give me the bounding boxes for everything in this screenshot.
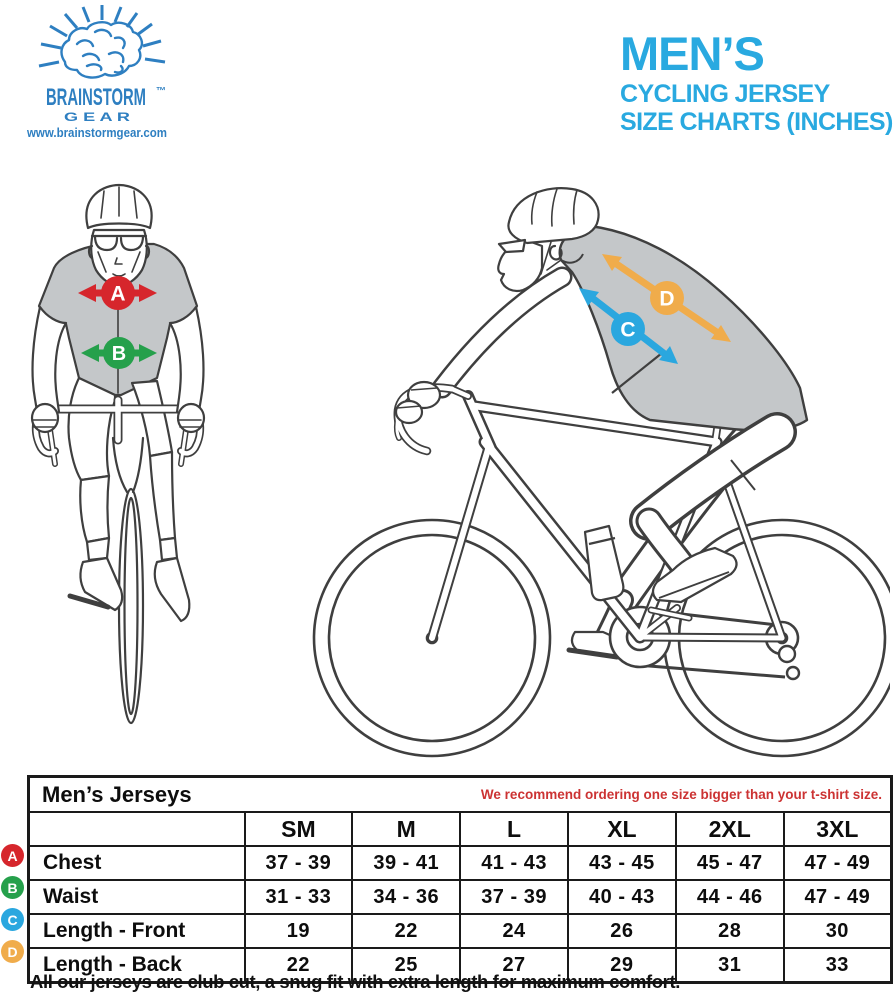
fit-description-note: All our jerseys are club cut, a snug fit… (30, 971, 680, 992)
cell-value: 31 - 33 (243, 879, 354, 915)
side-rider-near-leg (629, 412, 797, 604)
cell-value: 37 - 39 (459, 879, 569, 915)
table-row-waist: Waist 31 - 33 34 - 36 37 - 39 40 - 43 44… (27, 879, 893, 915)
waist-arrow-icon: B (81, 337, 157, 369)
cell-value: 37 - 39 (243, 845, 354, 881)
side-bike-frame-icon (427, 390, 787, 644)
size-column-header: 3XL (782, 811, 893, 847)
sunglasses-icon (90, 234, 148, 252)
logo-sub-wordmark: G E A R (64, 110, 131, 124)
water-bottle-icon (583, 524, 625, 602)
cell-value: 22 (243, 947, 354, 984)
table-row-length-back: Length - Back 22 25 27 29 31 33 (27, 947, 893, 984)
size-chart-table-wrap: Men’s Jerseys We recommend ordering one … (27, 775, 893, 984)
side-rider-head (497, 187, 600, 293)
helmet-icon (507, 187, 600, 245)
front-rider-arms (30, 305, 206, 434)
logo-wordmark: BRAINSTORM (46, 84, 146, 111)
front-rider-head (85, 183, 153, 288)
table-title: Men’s Jerseys (42, 781, 192, 807)
side-rider-jersey (558, 224, 809, 432)
length-back-arrow-icon: D (602, 254, 731, 342)
size-column-header: M (351, 811, 462, 847)
cell-value: 31 (674, 947, 785, 984)
length-front-arrow-icon: C (579, 288, 678, 364)
sunglasses-icon (497, 238, 527, 254)
waist-row-badge: B (1, 876, 24, 899)
logo-website-text: www.brainstormgear.com (26, 125, 167, 140)
chest-arrow-icon: A (78, 276, 157, 310)
cell-value: 27 (459, 947, 569, 984)
page-title-line3: SIZE CHARTS (INCHES) (620, 107, 893, 136)
cell-value: 45 - 47 (674, 845, 785, 881)
front-bike-handlebar-icon (31, 395, 205, 467)
page-title-line2: CYCLING JERSEY (620, 79, 830, 108)
page-title-line1: MEN’S (620, 27, 765, 80)
size-column-header: XL (566, 811, 677, 847)
page-title: MEN’S CYCLING JERSEY SIZE CHARTS (INCHES… (620, 27, 896, 136)
length-front-row-badge: C (1, 908, 24, 931)
cell-value: 43 - 45 (566, 845, 677, 881)
size-header-row: SM M L XL 2XL 3XL (27, 811, 893, 847)
cell-value: 26 (566, 913, 677, 949)
table-row-chest: Chest 37 - 39 39 - 41 41 - 43 43 - 45 45… (27, 845, 893, 881)
svg-text:B: B (112, 343, 126, 365)
size-column-header: SM (243, 811, 354, 847)
length-back-measure-badge (650, 281, 684, 315)
sizing-recommendation-note: We recommend ordering one size bigger th… (480, 787, 882, 802)
cell-value: 28 (674, 913, 785, 949)
svg-text:A: A (110, 283, 125, 306)
cell-value: 47 - 49 (782, 879, 893, 915)
length-back-row-badge: D (1, 940, 24, 963)
cell-value: 30 (782, 913, 893, 949)
length-front-measure-badge (611, 312, 645, 346)
cell-value: 34 - 36 (351, 879, 462, 915)
cell-value: 47 - 49 (782, 845, 893, 881)
cell-value: 44 - 46 (674, 879, 785, 915)
cell-value: 19 (243, 913, 354, 949)
size-column-header: 2XL (674, 811, 785, 847)
cell-value: 22 (351, 913, 462, 949)
front-view-cyclist-illustration: A B (30, 183, 206, 725)
cell-value: 33 (782, 947, 893, 984)
cell-value: 39 - 41 (351, 845, 462, 881)
side-view-cyclist-illustration: D C (312, 187, 890, 758)
table-row-length-front: Length - Front 19 22 24 26 28 30 (27, 913, 893, 949)
waist-measure-badge (103, 337, 135, 369)
row-label: Length - Back (27, 947, 246, 984)
size-chart-table: Men’s Jerseys We recommend ordering one … (27, 775, 893, 984)
trademark-symbol: ™ (156, 86, 166, 97)
logo-rays-icon (38, 5, 166, 68)
cell-value: 24 (459, 913, 569, 949)
cell-value: 41 - 43 (459, 845, 569, 881)
size-column-header: L (459, 811, 569, 847)
brainstorm-gear-logo: BRAINSTORM ™ G E A R www.brainstormgear.… (26, 5, 167, 140)
cycling-shoe-icon (651, 546, 738, 604)
front-rider-legs (67, 376, 191, 623)
front-bike-wheel-icon (111, 436, 145, 725)
chest-row-badge: A (1, 844, 24, 867)
cell-value: 25 (351, 947, 462, 984)
svg-text:D: D (659, 288, 674, 311)
row-label: Waist (27, 879, 246, 915)
brain-icon (60, 21, 144, 79)
side-rider-hands (394, 380, 442, 425)
cell-value: 29 (566, 947, 677, 984)
side-rider-arm (431, 266, 573, 399)
chest-measure-badge (101, 276, 135, 310)
empty-corner-cell (27, 811, 246, 847)
row-label: Chest (27, 845, 246, 881)
svg-text:C: C (620, 319, 635, 342)
cell-value: 40 - 43 (566, 879, 677, 915)
row-label: Length - Front (27, 913, 246, 949)
